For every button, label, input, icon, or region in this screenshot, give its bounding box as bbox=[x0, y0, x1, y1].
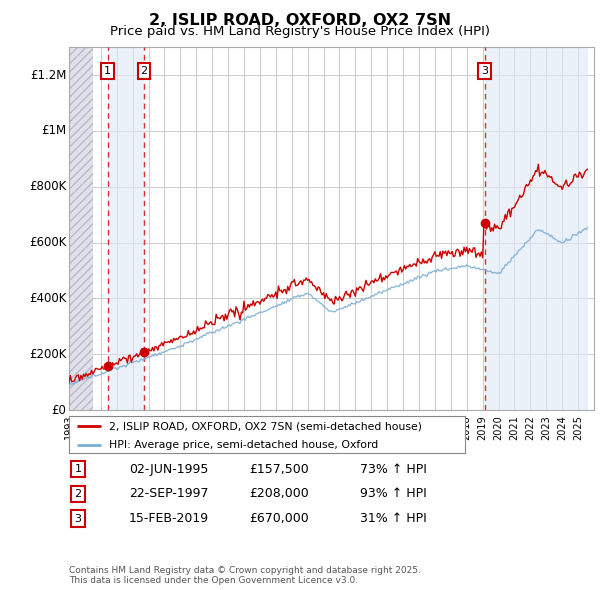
Text: £208,000: £208,000 bbox=[249, 487, 309, 500]
Bar bbox=[107, 47, 144, 410]
Text: Contains HM Land Registry data © Crown copyright and database right 2025.
This d: Contains HM Land Registry data © Crown c… bbox=[69, 566, 421, 585]
Text: 1: 1 bbox=[74, 464, 82, 474]
Text: £1M: £1M bbox=[41, 124, 67, 137]
Text: £400K: £400K bbox=[29, 292, 67, 305]
Text: £0: £0 bbox=[52, 404, 67, 417]
Text: 93% ↑ HPI: 93% ↑ HPI bbox=[360, 487, 427, 500]
Text: 02-JUN-1995: 02-JUN-1995 bbox=[129, 463, 208, 476]
Text: 2: 2 bbox=[74, 489, 82, 499]
Text: 2: 2 bbox=[140, 66, 148, 76]
Text: £1.2M: £1.2M bbox=[30, 68, 67, 81]
Text: £600K: £600K bbox=[29, 236, 67, 249]
Text: 2, ISLIP ROAD, OXFORD, OX2 7SN: 2, ISLIP ROAD, OXFORD, OX2 7SN bbox=[149, 13, 451, 28]
Text: 3: 3 bbox=[481, 66, 488, 76]
Text: 73% ↑ HPI: 73% ↑ HPI bbox=[360, 463, 427, 476]
Text: 22-SEP-1997: 22-SEP-1997 bbox=[129, 487, 209, 500]
Text: 3: 3 bbox=[74, 514, 82, 523]
Text: HPI: Average price, semi-detached house, Oxford: HPI: Average price, semi-detached house,… bbox=[109, 440, 378, 450]
Bar bbox=[69, 47, 93, 410]
Text: Price paid vs. HM Land Registry's House Price Index (HPI): Price paid vs. HM Land Registry's House … bbox=[110, 25, 490, 38]
Text: 2, ISLIP ROAD, OXFORD, OX2 7SN (semi-detached house): 2, ISLIP ROAD, OXFORD, OX2 7SN (semi-det… bbox=[109, 421, 422, 431]
Text: £200K: £200K bbox=[29, 348, 67, 360]
Text: 15-FEB-2019: 15-FEB-2019 bbox=[129, 512, 209, 525]
Text: £670,000: £670,000 bbox=[249, 512, 309, 525]
Text: £800K: £800K bbox=[29, 181, 67, 194]
Bar bbox=[485, 47, 587, 410]
Text: 1: 1 bbox=[104, 66, 111, 76]
Text: 31% ↑ HPI: 31% ↑ HPI bbox=[360, 512, 427, 525]
Text: £157,500: £157,500 bbox=[249, 463, 309, 476]
